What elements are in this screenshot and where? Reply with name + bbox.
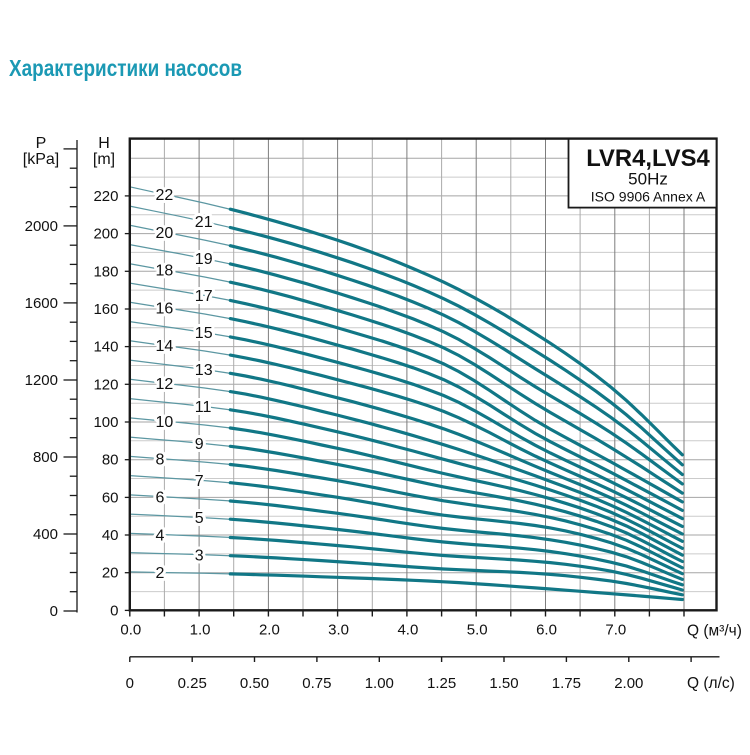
svg-text:1200: 1200 — [25, 372, 58, 389]
svg-text:2.0: 2.0 — [259, 622, 280, 639]
svg-text:120: 120 — [93, 376, 118, 393]
svg-text:13: 13 — [195, 362, 213, 379]
svg-text:2000: 2000 — [25, 218, 58, 235]
svg-text:4: 4 — [156, 527, 165, 544]
svg-text:20: 20 — [102, 565, 119, 582]
svg-text:19: 19 — [195, 251, 213, 268]
svg-text:18: 18 — [156, 263, 174, 280]
svg-text:20: 20 — [156, 225, 174, 242]
svg-text:17: 17 — [195, 288, 213, 305]
svg-text:50Hz: 50Hz — [628, 170, 668, 189]
svg-text:5: 5 — [195, 510, 204, 527]
svg-text:2.00: 2.00 — [614, 675, 643, 692]
svg-text:1.00: 1.00 — [365, 675, 394, 692]
svg-text:9: 9 — [195, 436, 204, 453]
svg-text:1.25: 1.25 — [427, 675, 456, 692]
svg-text:4.0: 4.0 — [397, 622, 418, 639]
svg-text:0.75: 0.75 — [302, 675, 331, 692]
svg-text:6.0: 6.0 — [536, 622, 557, 639]
svg-text:21: 21 — [195, 214, 213, 231]
svg-text:0.0: 0.0 — [120, 622, 141, 639]
svg-text:1.0: 1.0 — [190, 622, 211, 639]
svg-text:0: 0 — [50, 603, 58, 620]
svg-text:[kPa]: [kPa] — [23, 151, 59, 168]
svg-text:200: 200 — [93, 226, 118, 243]
svg-text:160: 160 — [93, 301, 118, 318]
svg-text:0.25: 0.25 — [178, 675, 207, 692]
svg-text:LVR4,LVS4: LVR4,LVS4 — [586, 145, 710, 172]
svg-text:Q (л/с): Q (л/с) — [687, 675, 735, 692]
svg-text:3.0: 3.0 — [328, 622, 349, 639]
svg-text:6: 6 — [156, 489, 165, 506]
svg-text:12: 12 — [156, 376, 174, 393]
svg-text:140: 140 — [93, 339, 118, 356]
svg-text:40: 40 — [102, 527, 119, 544]
svg-text:16: 16 — [156, 301, 174, 318]
svg-text:22: 22 — [156, 187, 174, 204]
svg-text:1.50: 1.50 — [489, 675, 518, 692]
svg-text:0: 0 — [126, 675, 134, 692]
svg-text:80: 80 — [102, 452, 119, 469]
svg-text:7: 7 — [195, 473, 204, 490]
svg-text:15: 15 — [195, 325, 213, 342]
svg-text:10: 10 — [156, 414, 174, 431]
svg-text:3: 3 — [195, 547, 204, 564]
svg-text:2: 2 — [156, 565, 165, 582]
svg-text:220: 220 — [93, 188, 118, 205]
svg-text:60: 60 — [102, 489, 119, 506]
svg-text:400: 400 — [33, 526, 58, 543]
svg-text:7.0: 7.0 — [605, 622, 626, 639]
svg-text:1600: 1600 — [25, 295, 58, 312]
svg-text:8: 8 — [156, 452, 165, 469]
svg-text:P: P — [36, 135, 47, 152]
svg-text:100: 100 — [93, 414, 118, 431]
svg-text:H: H — [98, 135, 110, 152]
svg-text:0: 0 — [110, 602, 118, 619]
svg-text:800: 800 — [33, 449, 58, 466]
svg-text:Характеристики насосов: Характеристики насосов — [9, 55, 242, 81]
svg-text:5.0: 5.0 — [467, 622, 488, 639]
svg-text:0.50: 0.50 — [240, 675, 269, 692]
svg-text:11: 11 — [195, 399, 212, 416]
svg-text:ISO 9906 Annex A: ISO 9906 Annex A — [591, 189, 706, 205]
svg-text:1.75: 1.75 — [552, 675, 581, 692]
svg-text:Q (м³/ч): Q (м³/ч) — [687, 623, 742, 640]
svg-text:14: 14 — [156, 338, 174, 355]
svg-text:[m]: [m] — [93, 151, 115, 168]
svg-text:180: 180 — [93, 263, 118, 280]
